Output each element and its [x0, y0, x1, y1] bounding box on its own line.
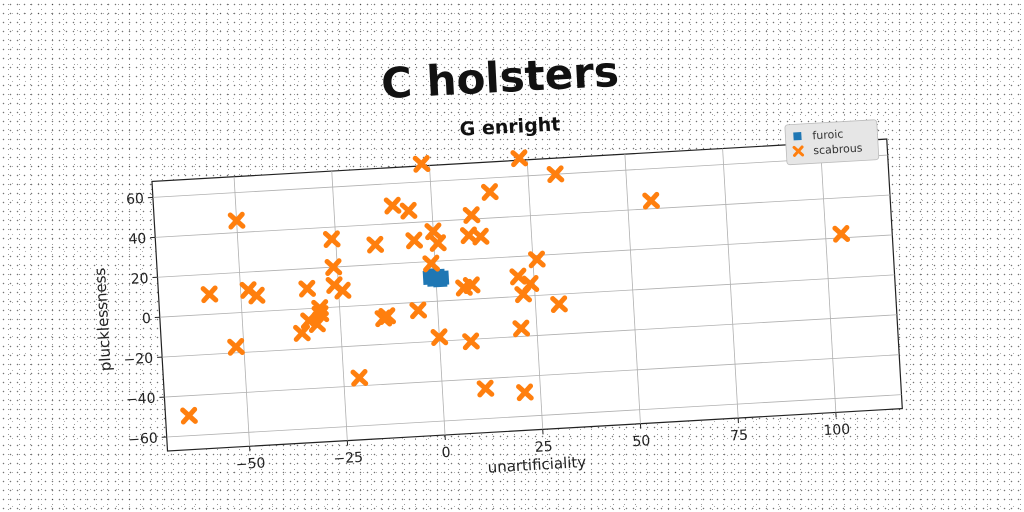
y-tick-label: 60 — [126, 191, 145, 208]
point-scabrous — [514, 285, 533, 304]
grid-line-y — [152, 154, 888, 198]
point-scabrous — [429, 234, 447, 252]
plot-area: −50 −25 0 25 50 75 100 −60 −40 −20 0 20 40 60 — [123, 138, 903, 473]
point-scabrous — [200, 285, 219, 304]
point-scabrous — [409, 301, 428, 320]
grid-line-y — [157, 234, 893, 278]
legend-marker-scabrous — [792, 145, 805, 157]
point-scabrous — [476, 379, 495, 398]
y-tick-label: −40 — [126, 391, 156, 409]
x-tick-label: −25 — [333, 450, 363, 468]
grid-line-y — [162, 314, 897, 358]
y-tick-label: 0 — [142, 311, 152, 327]
legend-marker-furoic — [793, 131, 802, 141]
point-scabrous — [512, 319, 531, 338]
point-scabrous — [462, 276, 481, 295]
y-axis-label: pluckl­essness — [91, 267, 115, 372]
x-axis: −50 −25 0 25 50 75 100 — [235, 412, 851, 473]
legend: furoic scabrous — [784, 119, 880, 166]
x-tick-label: 0 — [441, 445, 451, 461]
grid-line-x — [526, 159, 544, 430]
point-scabrous — [528, 250, 546, 269]
point-scabrous — [471, 227, 490, 246]
point-scabrous — [180, 406, 198, 425]
point-scabrous — [546, 165, 565, 184]
point-scabrous — [642, 191, 660, 210]
grid-line-x — [331, 171, 348, 441]
y-tick-label: 40 — [128, 231, 147, 248]
grid-line-y — [166, 394, 902, 438]
data-points — [180, 149, 851, 425]
point-scabrous — [832, 225, 851, 243]
x-tick-label: 50 — [632, 433, 651, 450]
point-scabrous — [412, 155, 431, 173]
point-scabrous — [383, 196, 402, 215]
x-tick-label: 25 — [534, 439, 553, 456]
grid-line-x — [624, 154, 641, 424]
grid-line-y — [155, 194, 891, 238]
y-tick-label: −60 — [128, 431, 158, 449]
point-scabrous — [516, 383, 534, 402]
y-tick-label: 20 — [130, 271, 149, 288]
x-tick-label: −50 — [235, 455, 265, 473]
point-scabrous — [399, 201, 418, 220]
point-scabrous — [324, 258, 343, 276]
point-scabrous — [366, 235, 385, 254]
point-scabrous — [322, 230, 341, 249]
point-furoic — [428, 269, 444, 285]
point-scabrous — [550, 295, 568, 314]
grid-line-x — [722, 148, 739, 419]
legend-box — [784, 119, 880, 166]
point-scabrous — [405, 231, 424, 250]
point-scabrous — [308, 315, 326, 334]
point-scabrous — [227, 338, 245, 356]
point-scabrous — [422, 254, 441, 273]
legend-label-scabrous: scabrous — [813, 141, 863, 157]
point-scabrous — [227, 211, 246, 230]
grid-line-y — [164, 354, 900, 398]
grid-line-x — [819, 142, 837, 413]
point-scabrous — [509, 267, 528, 286]
x-tick-label: 100 — [823, 422, 851, 440]
point-scabrous — [424, 222, 443, 241]
legend-label-furoic: furoic — [812, 128, 844, 143]
point-scabrous — [378, 307, 397, 325]
point-scabrous — [462, 332, 480, 351]
y-tick-label: −20 — [123, 351, 153, 369]
point-scabrous — [247, 286, 266, 305]
x-tick-label: 75 — [730, 428, 749, 445]
point-scabrous — [510, 149, 529, 168]
point-scabrous — [300, 311, 318, 330]
point-scabrous — [462, 206, 481, 224]
point-scabrous — [293, 324, 311, 342]
grid-line-x — [429, 165, 446, 436]
y-axis: −60 −40 −20 0 20 40 60 — [123, 191, 167, 449]
point-scabrous — [333, 281, 352, 300]
x-axis-label: unartificiality — [487, 453, 587, 477]
point-scabrous — [350, 368, 369, 387]
point-scabrous — [430, 328, 449, 346]
point-scabrous — [298, 279, 317, 298]
point-scabrous — [480, 183, 499, 201]
